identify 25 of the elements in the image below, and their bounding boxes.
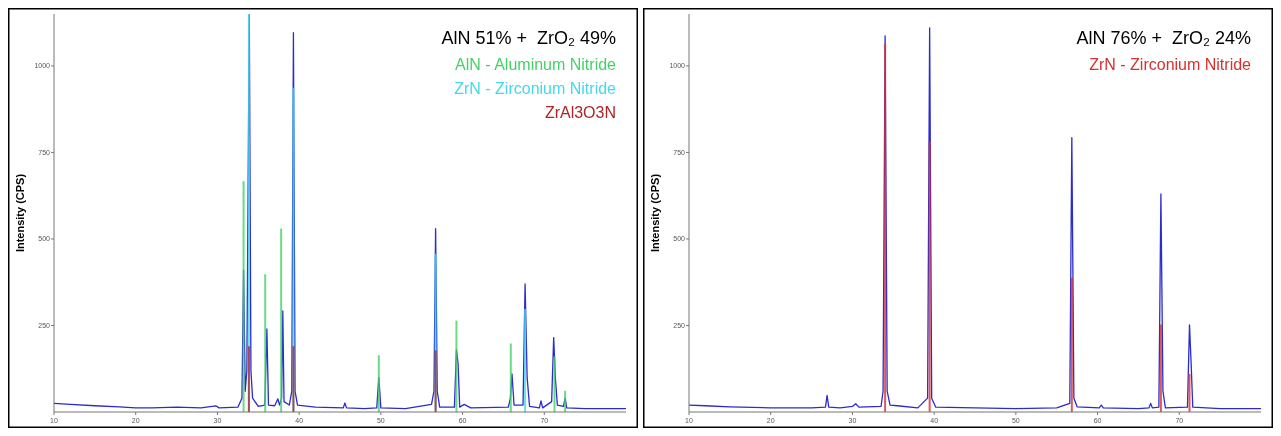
bar: [242, 181, 245, 412]
bar: [564, 390, 567, 412]
y-axis-title: Intensity (CPS): [649, 173, 661, 253]
text: ZrN - Zirconium Nitride: [454, 80, 617, 97]
text: AlN 76% + ZrO₂ 24%: [1076, 28, 1251, 48]
bar: [292, 346, 295, 412]
text: AlN 51% + ZrO₂ 49%: [441, 28, 616, 48]
bar: [1159, 324, 1162, 412]
bar: [524, 308, 527, 412]
bar: [264, 274, 267, 412]
text: ZrN - Zirconium Nitride: [1089, 56, 1252, 73]
bar: [553, 356, 556, 412]
bar: [1188, 373, 1191, 412]
bar: [509, 343, 512, 412]
bar: [377, 355, 380, 412]
y-axis-title: Intensity (CPS): [14, 173, 26, 253]
bar: [280, 228, 283, 412]
text: ZrAl3O3N: [544, 104, 616, 121]
bar: [247, 346, 250, 412]
bar: [434, 350, 437, 412]
bar: [884, 43, 887, 412]
bar: [455, 320, 458, 412]
text: AlN - Aluminum Nitride: [455, 56, 617, 73]
bar: [1070, 277, 1073, 412]
bar: [928, 141, 931, 412]
